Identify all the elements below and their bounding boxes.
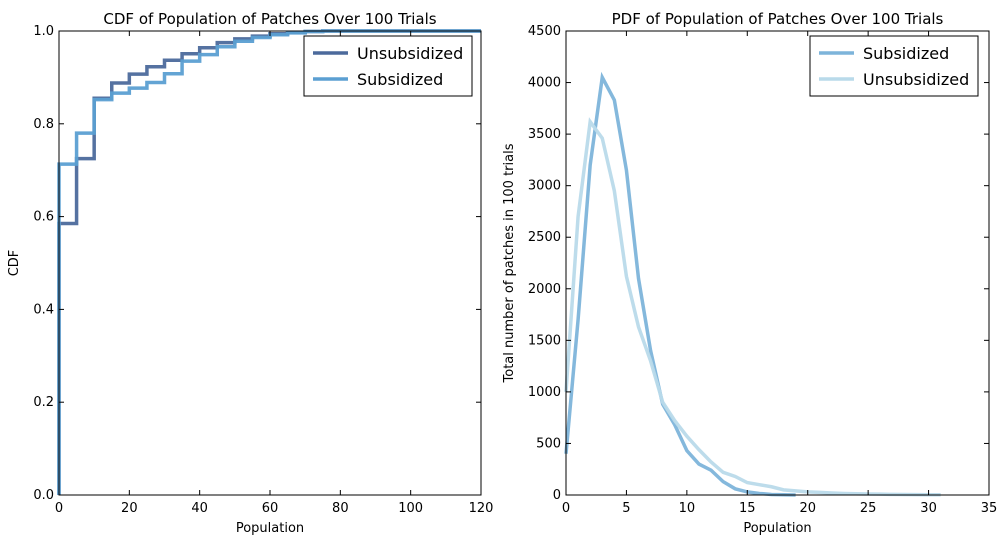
- y-tick-label: 3500: [528, 127, 561, 142]
- legend-label: Subsidized: [863, 44, 949, 63]
- series-line-subsidized: [564, 71, 796, 497]
- y-axis-label: Total number of patches in 100 trials: [502, 143, 517, 383]
- y-tick-label: 0.4: [33, 302, 54, 317]
- y-tick-label: 2000: [528, 282, 561, 297]
- y-tick-label: 500: [536, 436, 561, 451]
- y-tick-label: 2500: [528, 230, 561, 245]
- legend-label: Unsubsidized: [357, 44, 463, 63]
- chart-panel-1: 0 20 40 60 80 100 120 0.0 0.2 0.4 0.6 0.8 1.0 CDF of …: [7, 10, 493, 536]
- x-axis-label: Population: [236, 521, 304, 536]
- y-tick-label: 0.6: [33, 210, 54, 225]
- chart-title: CDF of Population of Patches Over 100 Tr…: [103, 10, 436, 28]
- legend-box: [303, 35, 473, 97]
- y-tick-label: 1500: [528, 333, 561, 348]
- y-tick-label: 4000: [528, 76, 561, 91]
- legend: Unsubsidized Subsidized: [303, 35, 473, 97]
- y-tick-label: 1.0: [33, 24, 54, 39]
- y-tick-label: 0.2: [33, 395, 54, 410]
- legend: Subsidized Unsubsidized: [809, 35, 979, 97]
- y-tick-label: 4500: [528, 24, 561, 39]
- legend-label: Subsidized: [357, 70, 443, 89]
- y-tick-label: 0: [553, 488, 561, 503]
- plot-area: [566, 31, 989, 495]
- y-tick-label: 3000: [528, 179, 561, 194]
- x-tick-label: 100: [398, 501, 423, 516]
- chart-title: PDF of Population of Patches Over 100 Tr…: [612, 10, 944, 28]
- x-tick-label: 20: [121, 501, 138, 516]
- x-tick-label: 35: [981, 501, 998, 516]
- x-tick-label: 0: [55, 501, 63, 516]
- x-tick-label: 80: [332, 501, 349, 516]
- chart-panel-2: 0 5 10 15 20 25 30 35 0 500 1000 1500 2000 2500 3000 35…: [502, 10, 997, 536]
- x-tick-label: 60: [262, 501, 279, 516]
- legend-label: Unsubsidized: [863, 70, 969, 89]
- x-tick-label: 5: [622, 501, 630, 516]
- y-axis-label: CDF: [7, 250, 22, 277]
- x-tick-label: 0: [562, 501, 570, 516]
- x-tick-label: 40: [191, 501, 208, 516]
- series-line-subsidized: [57, 29, 481, 495]
- x-tick-label: 15: [739, 501, 756, 516]
- series-line-unsubsidized: [564, 117, 941, 497]
- x-axis-label: Population: [743, 521, 811, 536]
- x-tick-label: 25: [860, 501, 877, 516]
- y-tick-label: 0.8: [33, 117, 54, 132]
- x-tick-label: 10: [679, 501, 696, 516]
- legend-box: [809, 35, 979, 97]
- x-tick-label: 20: [799, 501, 816, 516]
- x-tick-label: 30: [920, 501, 937, 516]
- y-tick-label: 1000: [528, 385, 561, 400]
- y-tick-label: 0.0: [33, 488, 54, 503]
- plot-frame: [565, 30, 990, 496]
- plot-area: [59, 31, 481, 495]
- x-tick-label: 120: [469, 501, 494, 516]
